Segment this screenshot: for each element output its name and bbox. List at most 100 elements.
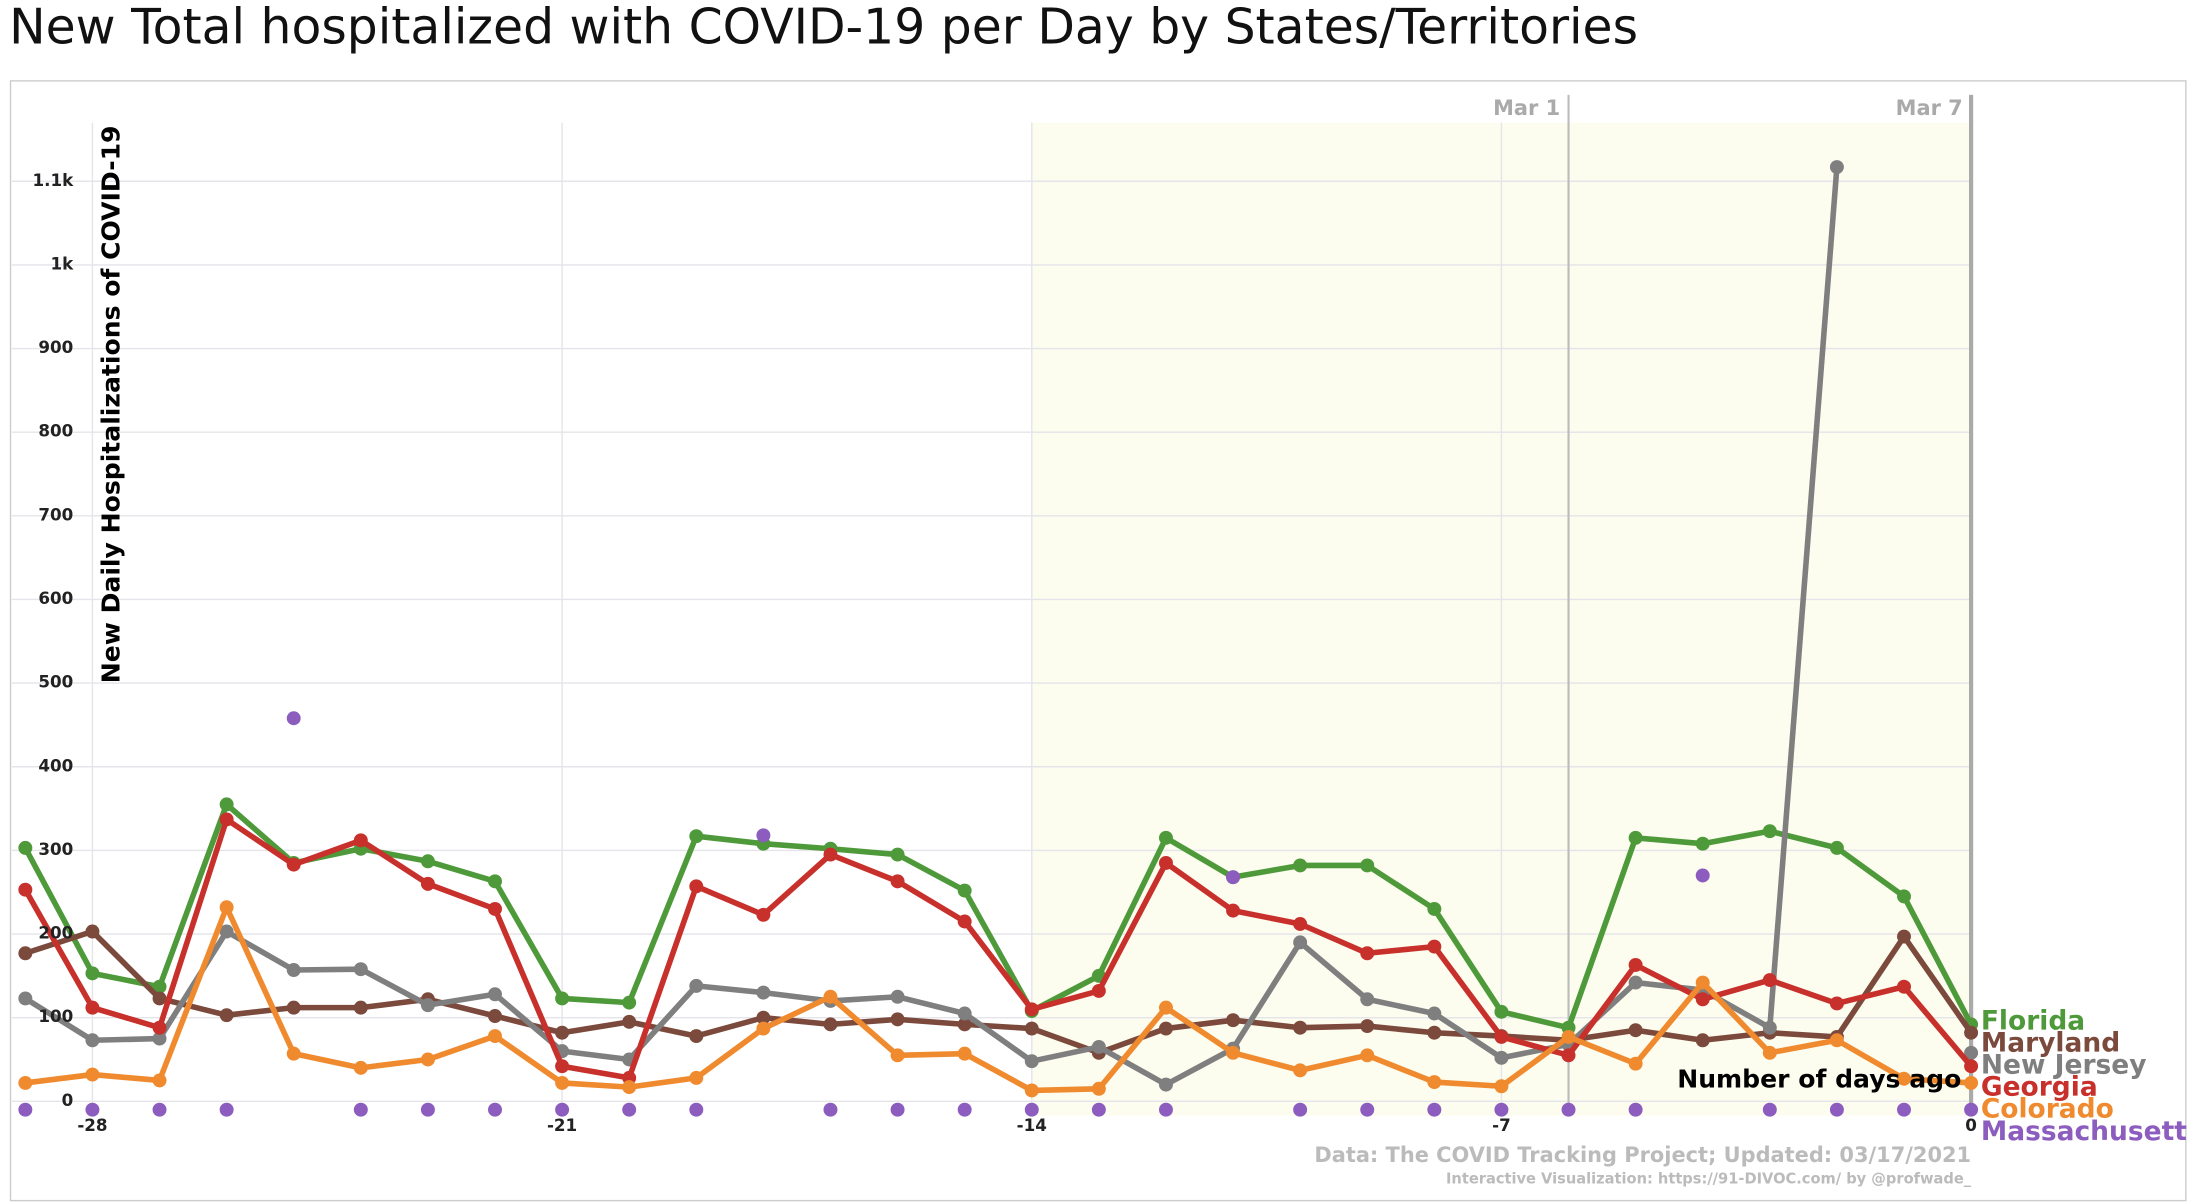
data-point [1561,1048,1576,1063]
grid-layer [11,94,1974,1116]
data-point [1024,1021,1039,1036]
data-point [1427,939,1442,954]
credit-note: Interactive Visualization: https://91-DI… [1446,1171,1972,1188]
data-point [420,854,435,869]
data-point [890,989,905,1004]
data-point [353,833,368,848]
data-point [1897,1071,1911,1086]
data-point [219,1008,234,1023]
data-point [1829,160,1844,175]
data-point [85,924,100,939]
data-point [1226,903,1241,918]
data-point [1628,1102,1643,1117]
data-point [1293,1063,1308,1078]
y-axis-title: New Daily Hospitalizations of COVID-19 [96,125,125,683]
data-point [488,901,502,916]
data-point [823,989,838,1004]
data-point [1293,917,1308,931]
data-point [488,1009,502,1023]
data-point [1293,935,1308,950]
data-point [1762,824,1777,839]
data-point [1091,1102,1106,1117]
data-point [152,1073,167,1088]
data-point [756,1010,771,1025]
data-point [85,966,100,981]
data-point [1494,1079,1509,1094]
y-tick-label: 700 [38,504,73,524]
data-point [890,1102,905,1117]
label-layer: 0 100 200 300 400 500 600 700 800 900 1k 1.1k -28 -21… [33,96,2188,1188]
data-point [622,1080,637,1095]
data-point [1628,1023,1643,1038]
data-point [1293,1102,1308,1117]
data-point [1226,1013,1241,1028]
data-point [1964,1075,1979,1090]
data-point [85,1102,100,1117]
series-line [24,928,1974,1056]
data-point [756,907,771,922]
data-point [152,1020,167,1035]
data-point [1427,1102,1442,1117]
data-point [890,874,905,889]
data-point [555,1102,570,1117]
data-point [1762,1020,1777,1035]
y-tick-label: 1k [51,253,75,273]
data-point [1829,996,1844,1011]
data-point [622,995,637,1010]
data-point [1158,830,1173,845]
legend-label: Maryland [1981,1028,2120,1059]
data-point [18,882,33,897]
y-tick-label: 100 [38,1006,73,1026]
data-point [1360,946,1375,961]
data-point [1158,1021,1173,1036]
data-point [1158,855,1173,870]
data-point [555,991,570,1006]
data-point [1897,929,1911,944]
data-point [488,1029,502,1044]
data-point [1628,975,1643,990]
data-point [219,924,234,939]
data-point [756,985,771,1000]
data-point [488,874,502,889]
y-tick-label: 300 [38,839,73,859]
data-point [689,829,704,844]
data-point [1427,1025,1442,1040]
data-point [420,1102,435,1117]
data-point [1024,1002,1039,1017]
y-tick-label: 0 [62,1090,74,1110]
data-point [957,1017,972,1032]
legend-label: New Jersey [1981,1050,2147,1081]
data-point [1360,1102,1375,1117]
data-point [1561,1102,1576,1117]
y-tick-label: 900 [38,337,73,357]
data-point [18,840,33,855]
data-point [689,1029,704,1044]
data-point [1829,840,1844,855]
data-point [85,1033,100,1048]
data-point [957,1046,972,1061]
data-point [18,1075,33,1090]
data-point [1360,992,1375,1007]
data-point [219,812,234,827]
data-point [286,1046,301,1061]
data-point [152,1031,167,1046]
data-point [1695,992,1710,1007]
data-point [1293,858,1308,873]
data-point [1024,1054,1039,1069]
data-point [1829,1033,1844,1048]
data-point [85,1067,100,1082]
data-point [555,1059,570,1074]
data-point [152,1102,167,1117]
data-point [1091,1081,1106,1096]
data-point [756,1021,771,1036]
data-point [85,1000,100,1015]
source-note: Data: The COVID Tracking Project; Update… [1314,1143,1971,1167]
data-point [286,963,301,977]
data-point [219,1102,234,1117]
data-point [488,1102,502,1117]
data-point [555,1075,570,1090]
data-point [1897,889,1911,904]
x-tick-label: -7 [1492,1115,1511,1135]
data-point [1091,1039,1106,1054]
